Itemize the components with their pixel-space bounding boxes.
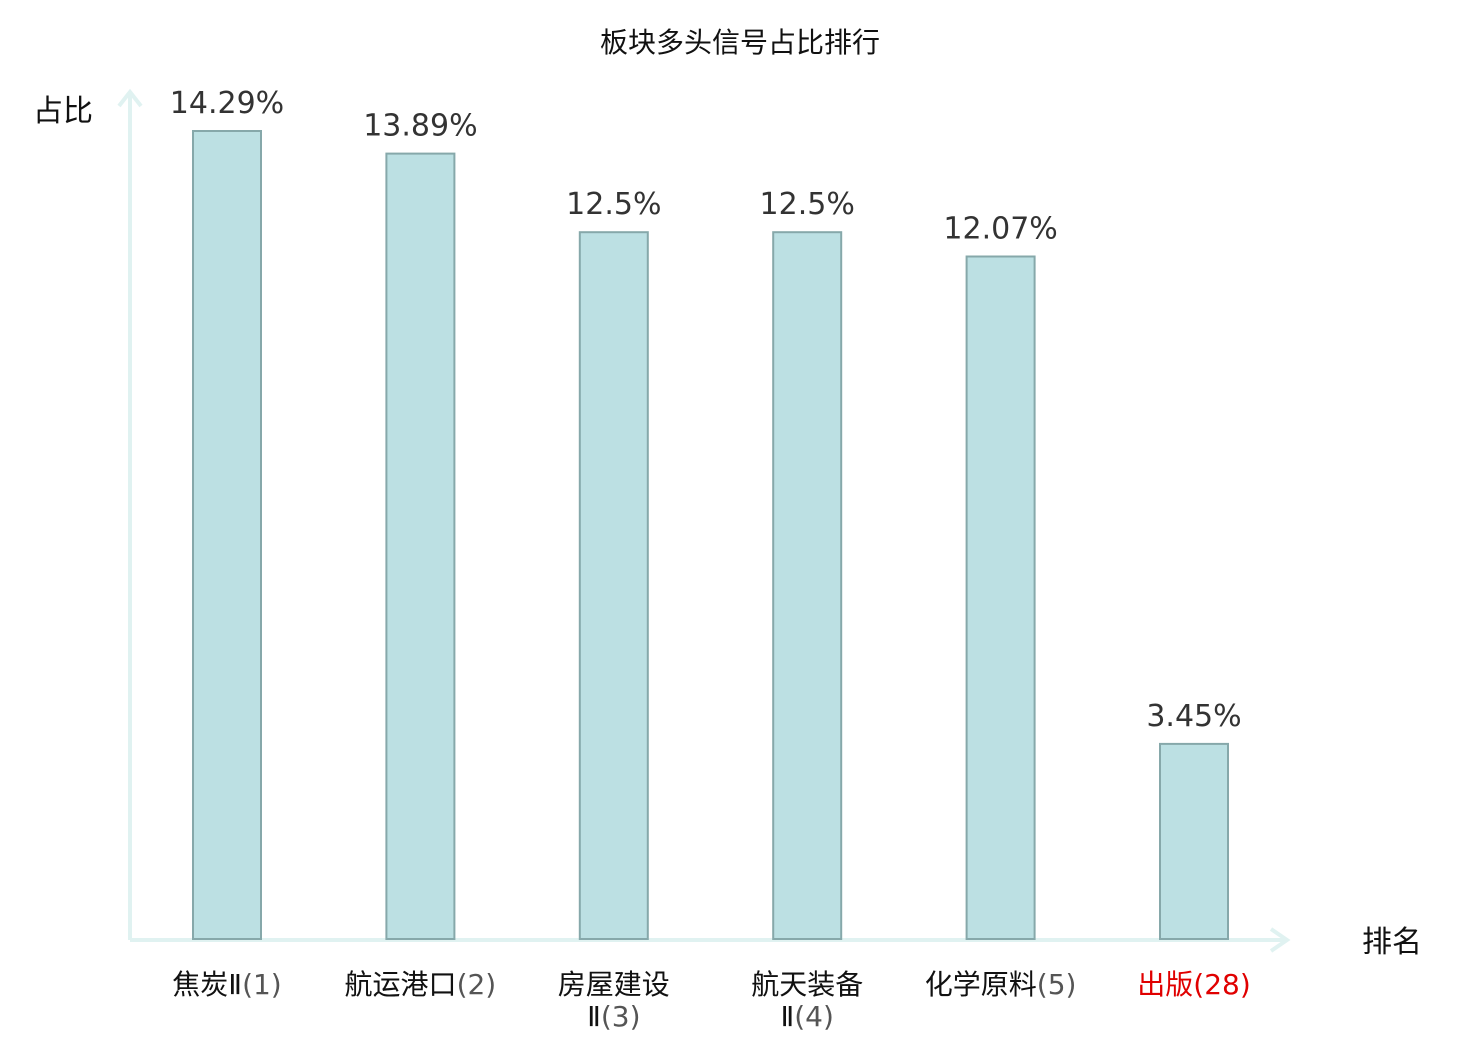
chart-title: 板块多头信号占比排行 xyxy=(600,26,880,59)
bar-4 xyxy=(772,231,843,940)
x-tick-label-4: 航天装备 xyxy=(751,968,863,1001)
x-tick-label-4-line2: Ⅱ(4) xyxy=(780,1000,833,1033)
x-axis-label: 排名 xyxy=(1362,925,1422,960)
data-label-1: 14.29% xyxy=(170,86,284,121)
bar-2 xyxy=(385,152,456,941)
bar-5 xyxy=(965,255,1036,940)
bar-3 xyxy=(578,231,649,940)
bars-group xyxy=(192,130,1229,941)
x-tick-label-1: 焦炭Ⅱ(1) xyxy=(172,968,281,1001)
bar-1 xyxy=(192,130,262,940)
y-axis-label: 占比 xyxy=(33,94,93,129)
bar-6 xyxy=(1159,742,1229,941)
data-label-4: 12.5% xyxy=(760,187,855,222)
data-label-3: 12.5% xyxy=(566,187,661,222)
value-labels-group: 14.29% 13.89% 12.5% 12.5% 12.07% 3.45% xyxy=(170,86,1242,734)
x-tick-label-2: 航运港口(2) xyxy=(345,968,497,1001)
x-axis-arrowhead xyxy=(1269,927,1291,953)
data-label-2: 13.89% xyxy=(363,109,477,144)
x-tick-label-3: 房屋建设 xyxy=(558,968,670,1001)
x-tick-label-5: 化学原料(5) xyxy=(925,968,1077,1001)
y-axis-arrowhead xyxy=(117,88,143,108)
data-label-6: 3.45% xyxy=(1146,699,1241,734)
x-tick-label-6: 出版(28) xyxy=(1137,968,1251,1001)
data-label-5: 12.07% xyxy=(943,212,1057,247)
x-tick-label-3-line2: Ⅱ(3) xyxy=(587,1000,640,1033)
